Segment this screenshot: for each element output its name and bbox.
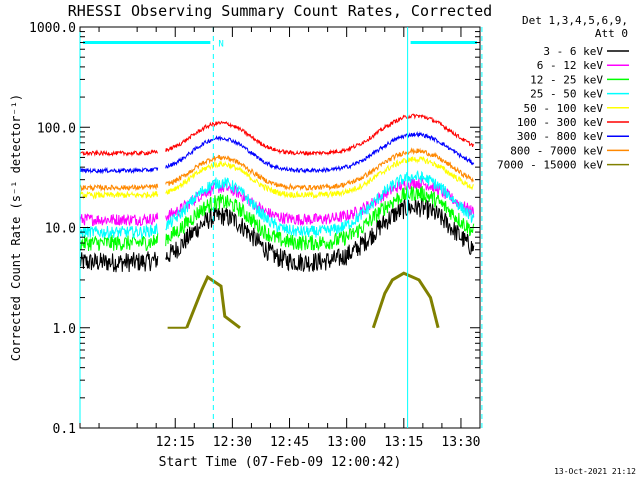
series-line-8-b (371, 271, 440, 329)
x-tick-label-3: 13:00 (327, 435, 366, 450)
series-line-0-0 (79, 251, 159, 273)
series-line-5-1 (165, 113, 475, 157)
series-7 (79, 147, 474, 192)
legend-label-3: 25 - 50 keV (530, 88, 603, 101)
y-tick-label-3: 100.0 (37, 121, 76, 136)
series-line-4-1 (165, 156, 474, 200)
chart-title: RHESSI Observing Summary Count Rates, Co… (68, 2, 492, 20)
series-3 (79, 170, 475, 240)
series-line-3-1 (165, 170, 475, 238)
series-6 (79, 131, 475, 175)
series-line-7-0 (79, 183, 159, 192)
legend-header-line-2: Att 0 (595, 27, 628, 40)
x-tick-label-1: 12:30 (213, 435, 252, 450)
legend-label-2: 12 - 25 keV (530, 73, 603, 86)
series-line-6-0 (79, 166, 159, 175)
series-2 (79, 186, 475, 252)
legend-header-line-1: Det 1,3,4,5,6,9, (522, 14, 628, 27)
series-line-3-0 (79, 222, 159, 240)
legend-label-5: 100 - 300 keV (517, 116, 603, 129)
axes-layer: 0.1 1.0 10.0 100.0 1000.0 12:15 12:30 12:45 13:0… (9, 21, 481, 470)
x-axis-label: Start Time (07-Feb-09 12:00:42) (159, 455, 402, 470)
y-tick-label-4: 1000.0 (29, 21, 76, 36)
y-tick-label-2: 10.0 (45, 222, 76, 237)
series-4 (79, 156, 474, 200)
legend-label-0: 3 - 6 keV (543, 45, 603, 58)
flag-label-0: N (218, 40, 223, 50)
series-line-4-0 (79, 190, 159, 200)
series-line-6-1 (165, 131, 475, 174)
legend-label-6: 300 - 800 keV (517, 130, 603, 143)
series-8 (167, 271, 440, 329)
legend-label-4: 50 - 100 keV (524, 102, 604, 115)
series-line-2-0 (79, 233, 159, 252)
legend-label-8: 7000 - 15000 keV (497, 159, 603, 172)
series-layer (79, 113, 475, 329)
series-line-2-1 (165, 186, 475, 252)
legend-label-1: 6 - 12 keV (537, 59, 604, 72)
series-line-5-0 (79, 149, 159, 157)
x-tick-label-2: 12:45 (270, 435, 309, 450)
footer-date: 13-Oct-2021 21:12 (554, 467, 636, 476)
y-tick-label-0: 0.1 (53, 422, 76, 437)
x-tick-label-0: 12:15 (156, 435, 195, 450)
x-tick-label-4: 13:15 (384, 435, 423, 450)
series-line-8-a (185, 274, 241, 329)
overlay-layer: N (79, 27, 483, 428)
y-axis-label: Corrected Count Rate (s⁻¹ detector⁻¹) (9, 94, 23, 361)
series-line-7-1 (165, 147, 474, 192)
series-5 (79, 113, 475, 157)
series-line-1-0 (79, 212, 159, 227)
x-tick-label-5: 13:30 (441, 435, 480, 450)
y-tick-label-1: 1.0 (53, 322, 76, 337)
legend-label-7: 800 - 7000 keV (510, 144, 603, 157)
